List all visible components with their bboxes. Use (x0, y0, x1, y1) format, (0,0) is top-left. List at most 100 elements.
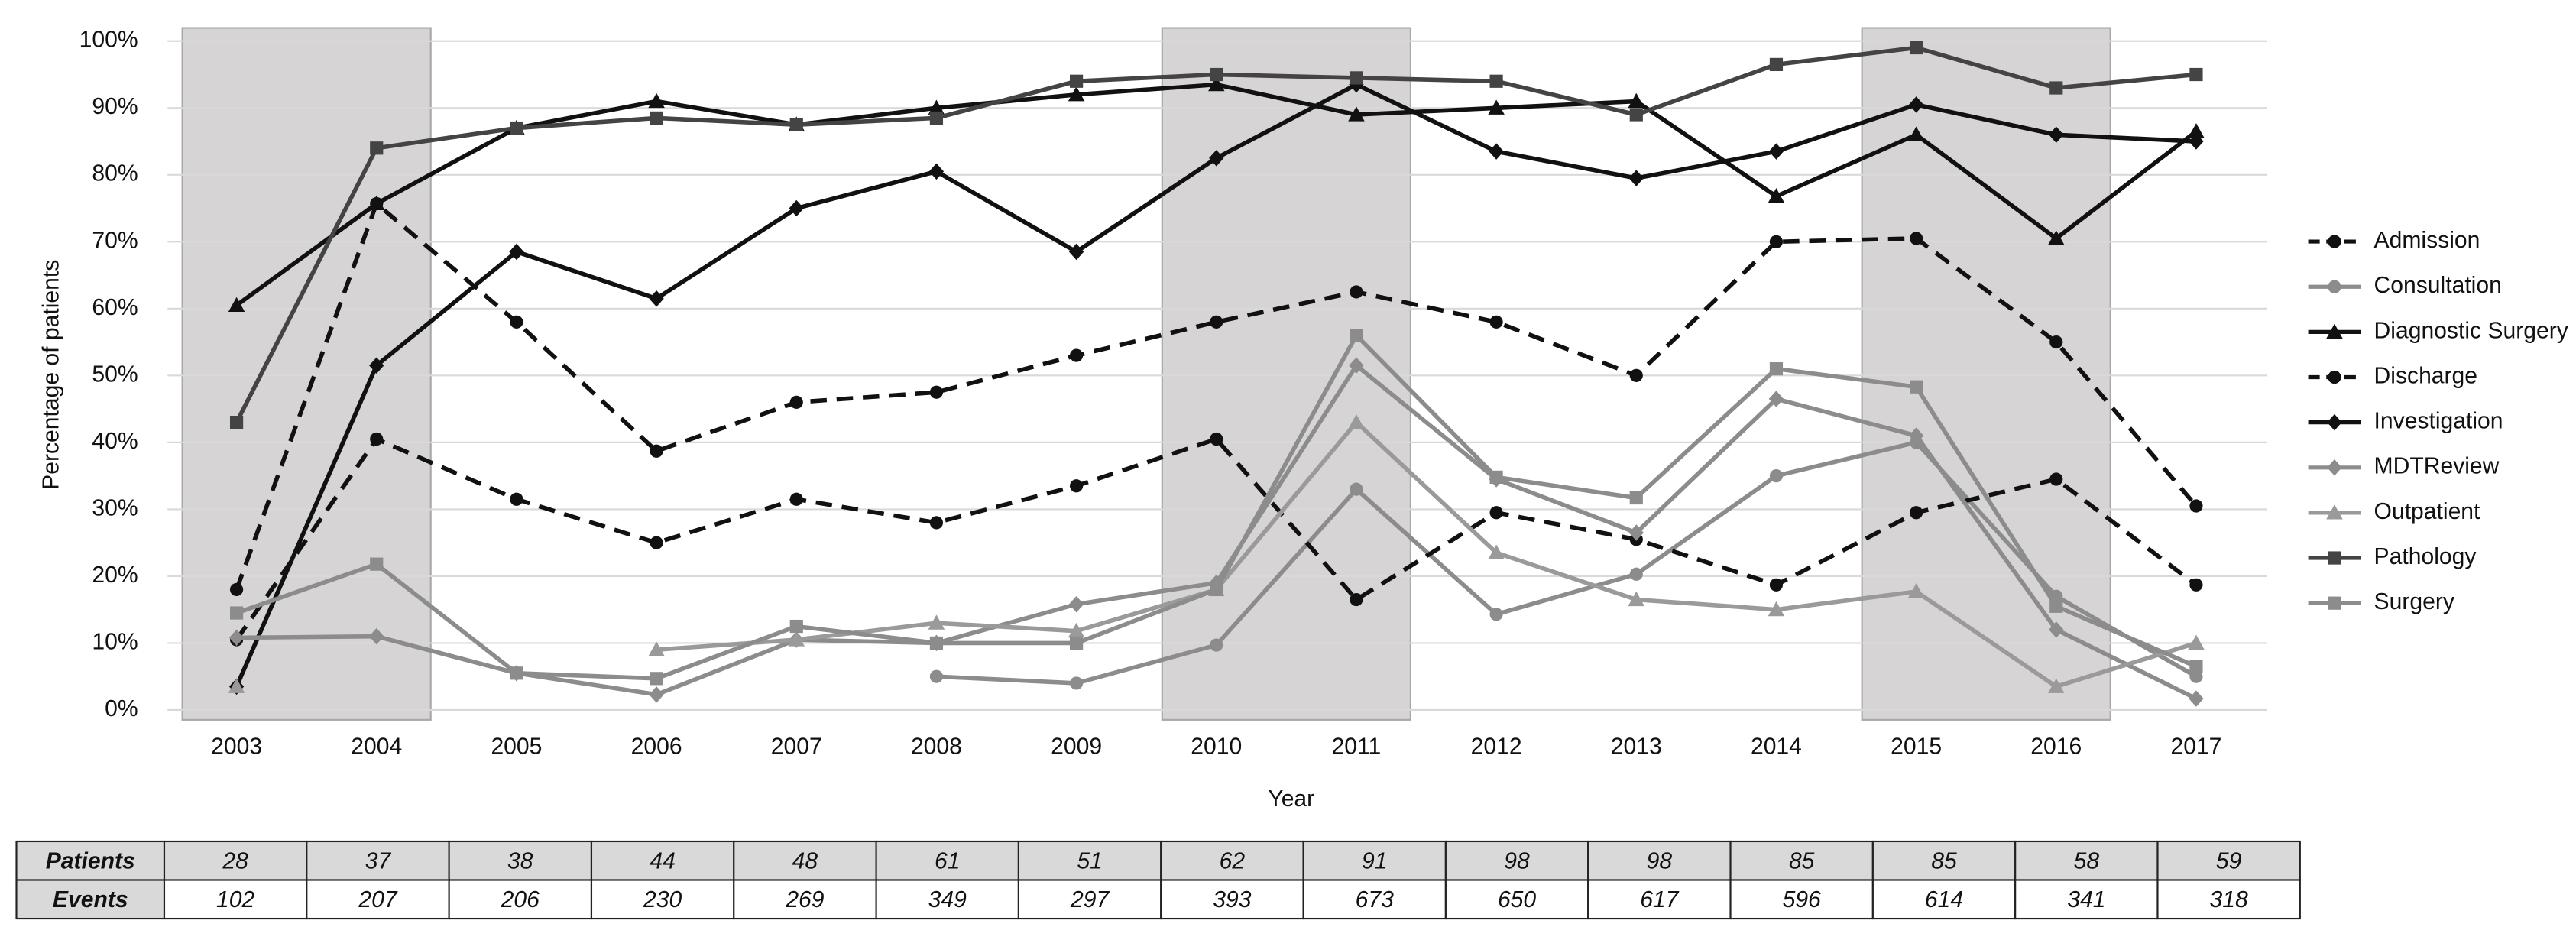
marker (2189, 133, 2204, 150)
table-value: 207 (358, 887, 397, 912)
marker (1349, 357, 1364, 374)
marker (1210, 582, 1223, 597)
table-value: 596 (1783, 887, 1821, 912)
marker (1768, 601, 1785, 617)
table-cell (1871, 840, 2017, 881)
marker (1068, 595, 1084, 613)
legend-label: Discharge (2374, 363, 2477, 388)
series-line (234, 199, 2199, 591)
table-value: 44 (650, 848, 675, 874)
marker (229, 416, 244, 429)
marker (789, 199, 804, 217)
table-cell (1587, 840, 1732, 881)
marker (1069, 479, 1084, 493)
table-cell (590, 879, 735, 920)
marker (928, 614, 945, 630)
legend-label: Surgery (2374, 589, 2454, 614)
table-value: 58 (2074, 848, 2100, 874)
table-cell (1160, 879, 1304, 920)
table-value: 48 (792, 848, 818, 874)
marker (1629, 368, 1643, 382)
marker (2189, 690, 2204, 707)
table-cell (2156, 879, 2301, 920)
table-value: 51 (1077, 848, 1102, 874)
x-tick-label: 2015 (1891, 734, 1942, 759)
table-cell (875, 840, 1019, 881)
x-tick-label: 2003 (211, 734, 262, 759)
legend-marker (2327, 459, 2342, 476)
marker (1769, 362, 1784, 376)
table-cell (306, 840, 450, 881)
x-axis-label: Year (1268, 786, 1314, 812)
marker (648, 92, 665, 109)
x-tick-label: 2004 (351, 734, 402, 759)
table-value: 673 (1356, 887, 1394, 912)
marker (1628, 524, 1644, 541)
x-tick-label: 2017 (2170, 734, 2221, 759)
marker (1069, 676, 1084, 690)
legend-marker (2326, 323, 2343, 339)
marker (229, 606, 244, 620)
legend-label: Outpatient (2374, 499, 2480, 524)
marker (650, 111, 663, 125)
marker (2189, 660, 2203, 673)
x-tick-label: 2010 (1191, 734, 1242, 759)
table-cell (163, 879, 308, 920)
marker (1910, 232, 1923, 245)
marker (1489, 506, 1503, 520)
table-cell (1729, 840, 1874, 881)
table-value: 318 (2210, 887, 2248, 912)
highlight-band (1161, 27, 1411, 721)
marker (1068, 86, 1085, 102)
marker (649, 686, 664, 703)
marker (1068, 243, 1084, 261)
table-value: 102 (216, 887, 254, 912)
marker (1210, 67, 1223, 82)
legend-label: Admission (2374, 228, 2480, 253)
marker (1489, 143, 1504, 160)
series (228, 413, 2205, 693)
table-cell (1729, 879, 1874, 920)
marker (928, 99, 945, 115)
marker (1628, 170, 1644, 186)
marker (509, 243, 524, 261)
table-value: 98 (1504, 848, 1530, 874)
marker (650, 672, 663, 686)
marker (369, 357, 384, 374)
x-tick-label: 2014 (1751, 734, 1802, 759)
table-cell (448, 840, 593, 881)
marker (2049, 599, 2063, 613)
marker (1489, 608, 1503, 621)
marker (2189, 669, 2203, 683)
x-tick-label: 2007 (771, 734, 822, 759)
marker (929, 636, 944, 650)
marker (1069, 74, 1084, 88)
table-cell (590, 840, 735, 881)
marker (2188, 634, 2205, 650)
table-value: 614 (1925, 887, 1963, 912)
marker (929, 111, 944, 125)
table-row-header: Events (53, 887, 128, 912)
marker (650, 444, 663, 458)
table-value: 85 (1789, 848, 1815, 874)
table-cell (733, 879, 877, 920)
legend-marker (2328, 596, 2341, 610)
y-tick-label: 60% (92, 295, 138, 320)
marker (1489, 315, 1503, 329)
marker (1350, 329, 1363, 342)
marker (510, 121, 523, 135)
x-tick-label: 2016 (2030, 734, 2082, 759)
marker (1348, 106, 1365, 122)
marker (1069, 636, 1084, 650)
table-cell (1444, 879, 1589, 920)
x-tick-label: 2013 (1611, 734, 1662, 759)
table-value: 37 (365, 848, 392, 874)
y-tick-label: 30% (92, 495, 138, 520)
series (229, 329, 2203, 686)
marker (2189, 67, 2203, 82)
marker (1910, 41, 1923, 55)
x-tick-label: 2008 (911, 734, 962, 759)
legend-label: Pathology (2374, 544, 2477, 569)
marker (1348, 413, 1365, 429)
